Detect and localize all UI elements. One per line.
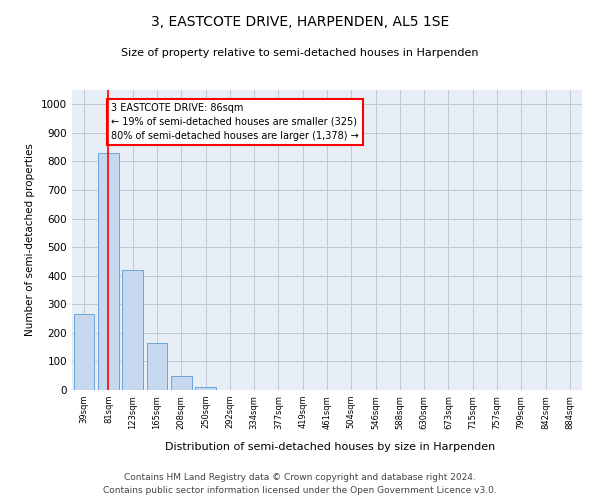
Bar <box>171 376 191 390</box>
Bar <box>195 386 216 390</box>
Text: Contains HM Land Registry data © Crown copyright and database right 2024.: Contains HM Land Registry data © Crown c… <box>124 472 476 482</box>
Text: Distribution of semi-detached houses by size in Harpenden: Distribution of semi-detached houses by … <box>165 442 495 452</box>
Text: 3 EASTCOTE DRIVE: 86sqm
← 19% of semi-detached houses are smaller (325)
80% of s: 3 EASTCOTE DRIVE: 86sqm ← 19% of semi-de… <box>112 103 359 141</box>
Bar <box>74 314 94 390</box>
Text: 3, EASTCOTE DRIVE, HARPENDEN, AL5 1SE: 3, EASTCOTE DRIVE, HARPENDEN, AL5 1SE <box>151 15 449 29</box>
Y-axis label: Number of semi-detached properties: Number of semi-detached properties <box>25 144 35 336</box>
Bar <box>98 153 119 390</box>
Bar <box>146 343 167 390</box>
Bar <box>122 270 143 390</box>
Text: Size of property relative to semi-detached houses in Harpenden: Size of property relative to semi-detach… <box>121 48 479 58</box>
Text: Contains public sector information licensed under the Open Government Licence v3: Contains public sector information licen… <box>103 486 497 495</box>
